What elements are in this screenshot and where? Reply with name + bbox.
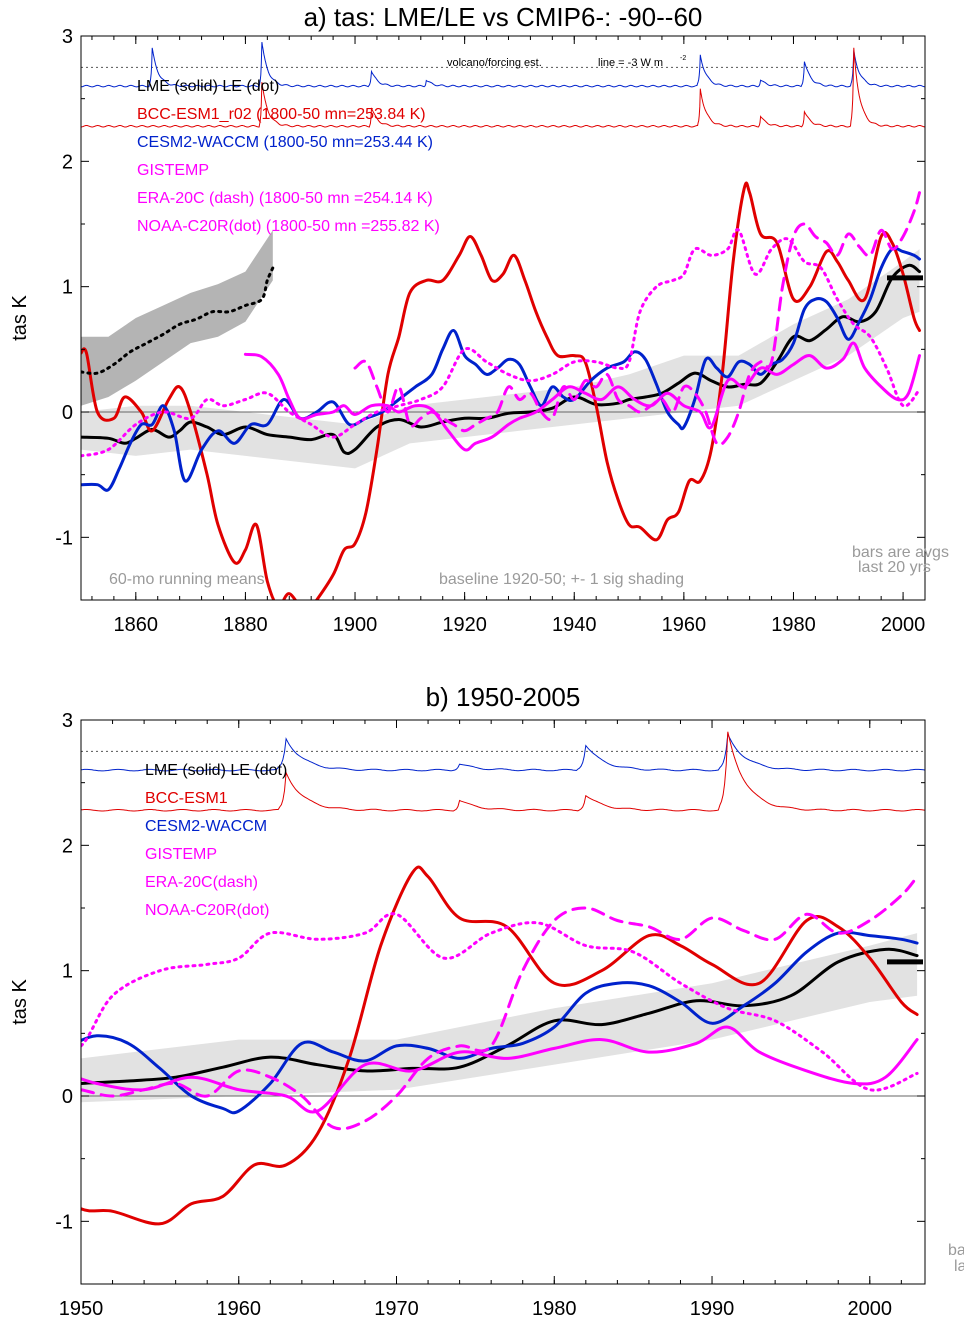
legend-entry: LME (solid) LE (dot): [145, 762, 287, 779]
y-axis-label: tas K: [9, 295, 31, 341]
le-spread-band: [81, 230, 273, 406]
chart-title: b) 1950-2005: [426, 682, 581, 712]
lme-spread-band: [81, 249, 920, 469]
series-line-era-20c: [81, 875, 919, 1131]
forcing-label: volcano/forcing est.: [447, 57, 542, 69]
note-running-mean: 60-mo running means: [109, 571, 265, 588]
chart-title: a) tas: LME/LE vs CMIP6-: -90--60: [304, 2, 703, 32]
series-line-cesm2-waccm: [81, 930, 919, 1115]
x-tick-label: 1950: [59, 1298, 104, 1320]
legend-entry: LME (solid) LE (dot): [137, 78, 279, 95]
x-tick-label: 1980: [771, 614, 816, 636]
y-tick-label: 3: [62, 26, 73, 48]
x-tick-label: 1960: [217, 1298, 262, 1320]
legend-entry: NOAA-C20R(dot): [145, 902, 269, 919]
x-tick-label: 1970: [374, 1298, 419, 1320]
x-tick-label: 2000: [848, 1298, 893, 1320]
panel-b: b) 1950-2005 -1 0 1 2 3 1950 1960 1970 1980 1990 20…: [9, 682, 964, 1320]
x-tick-label: 1980: [532, 1298, 577, 1320]
series-line-gistemp: [243, 341, 921, 452]
y-axis-label: tas K: [9, 979, 31, 1025]
plot-frame: [80, 719, 926, 1285]
legend-entry: CESM2-WACCM (1800-50 mn=253.44 K): [137, 134, 433, 151]
y-tick-label: 1: [62, 961, 73, 983]
y-tick-label: 3: [62, 710, 73, 732]
note-bars-2: last 20 yrs: [858, 559, 931, 576]
series-line-le: [81, 266, 275, 375]
note-bars-2: la: [954, 1258, 964, 1275]
y-tick-label: 2: [62, 835, 73, 857]
plot-frame: [80, 35, 926, 601]
series-line-era-20c: [353, 191, 921, 447]
y-tick-label: 0: [62, 1086, 73, 1108]
legend-entry: GISTEMP: [145, 846, 217, 863]
forcing-curve-1: [81, 47, 925, 128]
forcing-curve-0: [81, 732, 925, 772]
y-tick-label: -1: [55, 1211, 73, 1233]
lme-spread-band: [81, 933, 918, 1103]
legend-entry: BCC-ESM1_r02 (1800-50 mn=253.84 K): [137, 106, 426, 123]
y-tick-label: 2: [62, 151, 73, 173]
legend-entry: ERA-20C (dash) (1800-50 mn =254.14 K): [137, 190, 433, 207]
panel-a: a) tas: LME/LE vs CMIP6-: -90--60 -1 0 1 2 3 1…: [9, 2, 949, 636]
legend-entry: CESM2-WACCM: [145, 818, 267, 835]
x-tick-label: 1900: [333, 614, 378, 636]
note-bars: ba: [948, 1242, 964, 1259]
series-line-noaa-c20r: [81, 228, 921, 458]
plot-area: [81, 731, 925, 1226]
note-bars: bars are avgs: [852, 544, 949, 561]
x-tick-label: 2000: [881, 614, 926, 636]
legend-entry: ERA-20C(dash): [145, 874, 258, 891]
legend-entry: BCC-ESM1: [145, 790, 228, 807]
forcing-curve-0: [81, 42, 925, 88]
legend-entry: NOAA-C20R(dot) (1800-50 mn =255.82 K): [137, 218, 440, 235]
plot-area: [81, 42, 925, 600]
series-line-noaa-c20r: [81, 912, 919, 1092]
series-line-cesm2-waccm: [81, 246, 921, 492]
x-tick-label: 1880: [223, 614, 268, 636]
series-line-bcc-esm1-r02: [81, 865, 919, 1226]
forcing-line-label: line = -3 W m: [598, 57, 663, 69]
x-tick-label: 1920: [442, 614, 487, 636]
series-line-bcc-esm1-r02: [81, 181, 921, 600]
y-tick-label: 1: [62, 277, 73, 299]
x-tick-label: 1990: [690, 1298, 735, 1320]
note-baseline: baseline 1920-50; +- 1 sig shading: [439, 571, 684, 588]
x-tick-label: 1960: [662, 614, 707, 636]
x-tick-label: 1940: [552, 614, 597, 636]
x-tick-label: 1860: [114, 614, 159, 636]
series-line-lme: [81, 947, 919, 1086]
forcing-line-superscript: -2: [680, 55, 686, 62]
y-tick-label: -1: [55, 527, 73, 549]
y-tick-label: 0: [62, 402, 73, 424]
legend-entry: GISTEMP: [137, 162, 209, 179]
series-line-gistemp: [81, 1025, 919, 1114]
forcing-curve-1: [81, 731, 925, 812]
